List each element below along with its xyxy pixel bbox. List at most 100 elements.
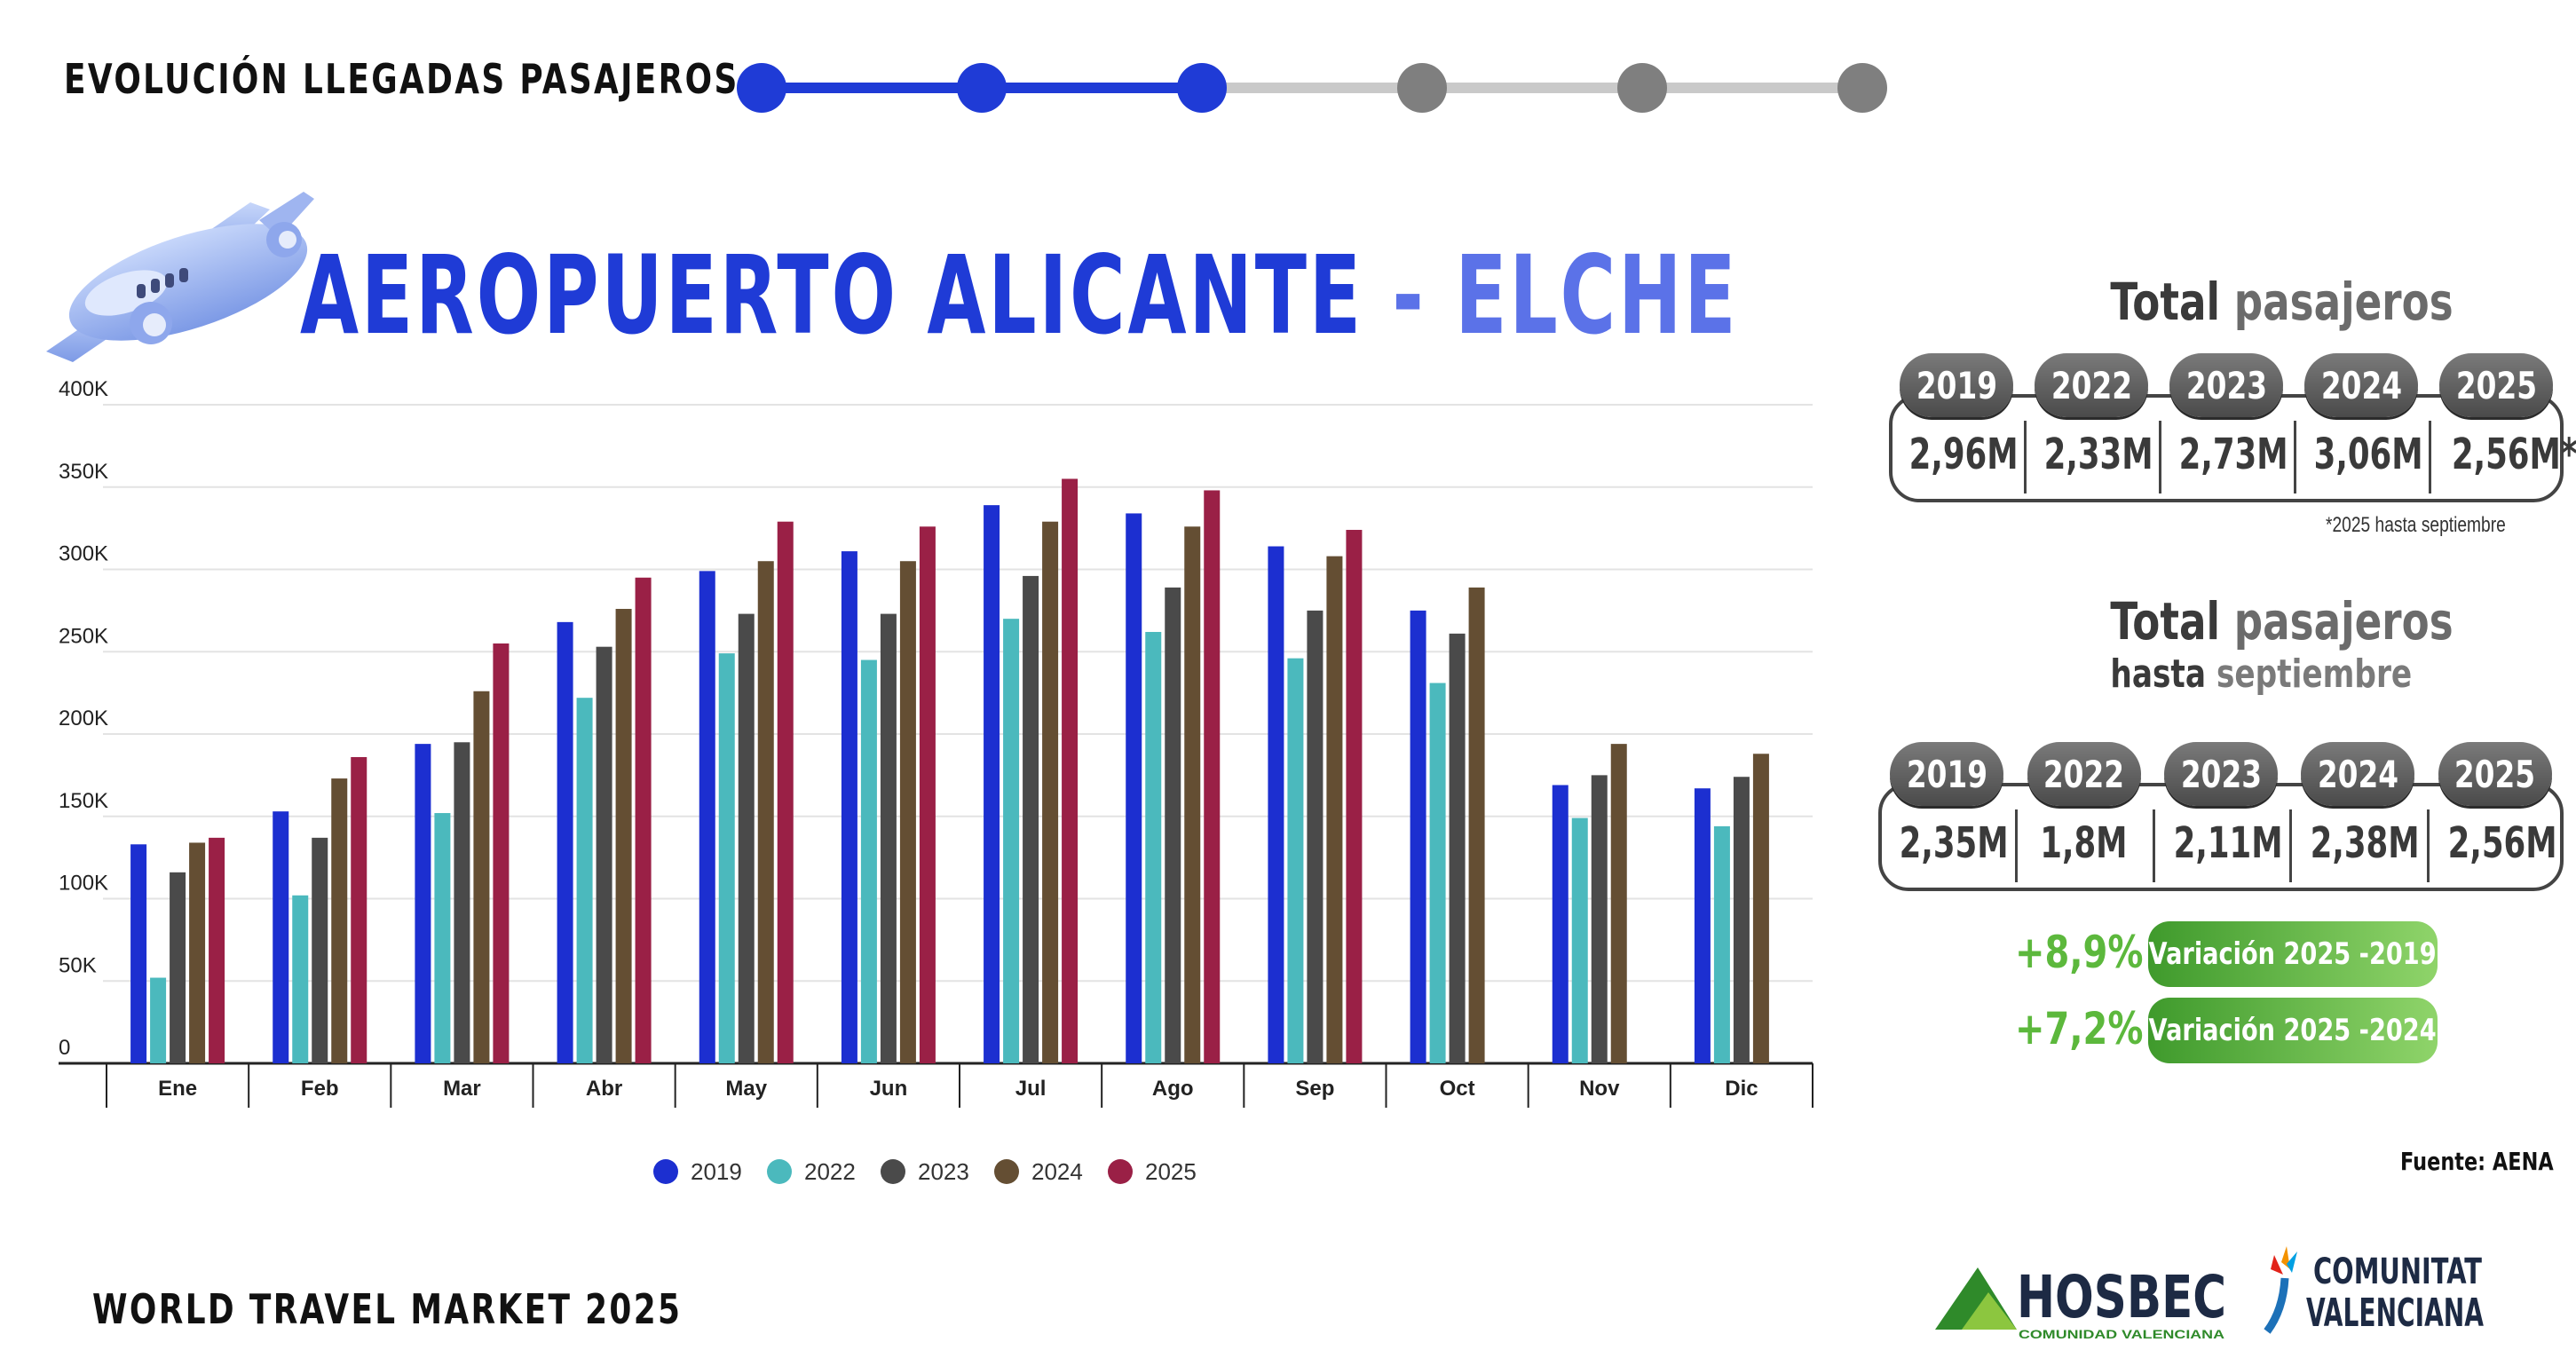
bar-2025-Jun	[919, 526, 936, 1063]
bar-2023-Sep	[1307, 610, 1324, 1063]
totals-value-2024: 3,06M	[2313, 430, 2423, 479]
totals-sept-separator	[2015, 809, 2019, 882]
totals-sept-separator	[2426, 809, 2430, 882]
source-label: Fuente: AENA	[2400, 1147, 2554, 1176]
x-tick-label: Sep	[1295, 1077, 1334, 1101]
bar-2022-Oct	[1429, 683, 1446, 1063]
title-part-1: AEROPUERTO ALICANTE	[300, 233, 1363, 359]
comunitat-valenciana-logo: COMUNITAT VALENCIANA	[2264, 1246, 2484, 1336]
totals-year-pill-2025: 2025	[2439, 353, 2553, 417]
bar-2023-Mar	[454, 742, 470, 1063]
y-tick-label: 200K	[59, 707, 108, 730]
y-tick-label: 150K	[59, 789, 108, 813]
totals-sept-year-pill-2025: 2025	[2438, 742, 2552, 806]
bar-2019-Oct	[1410, 610, 1426, 1063]
totals-year-pill-2024: 2024	[2304, 353, 2418, 417]
totals-sept-separator	[2152, 809, 2155, 882]
bar-2024-Ene	[189, 842, 206, 1063]
bar-2022-Ene	[150, 977, 167, 1063]
bar-2019-Feb	[273, 811, 289, 1063]
legend-label-2022: 2022	[804, 1158, 856, 1185]
totals-note: *2025 hasta septiembre	[2326, 513, 2506, 537]
x-tick-label: Jul	[1015, 1077, 1047, 1101]
progress-step-dot	[957, 63, 1007, 113]
svg-text:COMUNIDAD VALENCIANA: COMUNIDAD VALENCIANA	[2019, 1327, 2224, 1341]
bar-2025-Mar	[493, 643, 510, 1063]
bar-2024-Oct	[1468, 587, 1485, 1063]
totals-separator	[2159, 421, 2161, 493]
totals-sept-value-2025: 2,56M	[2447, 818, 2557, 868]
totals-value-2022: 2,33M	[2043, 430, 2153, 479]
totals-sept-value-2023: 2,11M	[2173, 818, 2283, 868]
x-tick-label: Feb	[301, 1077, 339, 1101]
bar-2024-Feb	[331, 778, 348, 1063]
totals-value-2025: 2,56M*	[2451, 430, 2576, 479]
bar-2024-Sep	[1326, 556, 1343, 1063]
bar-2025-Sep	[1346, 529, 1363, 1063]
totals-year-pill-2023: 2023	[2169, 353, 2283, 417]
totals-sept-value-2024: 2,38M	[2310, 818, 2420, 868]
bar-2019-May	[699, 571, 715, 1063]
bar-2019-Abr	[557, 621, 573, 1063]
totals-sept-year-pill-2019: 2019	[1890, 742, 2004, 806]
legend-label-2025: 2025	[1145, 1158, 1197, 1185]
variation-badge-2024: Variación 2025 -2024	[2148, 998, 2438, 1063]
bar-2025-May	[777, 521, 794, 1063]
bar-2019-Dic	[1694, 788, 1711, 1063]
variation-badge-2019: Variación 2025 -2019	[2148, 921, 2438, 987]
x-tick-label: Ago	[1152, 1077, 1194, 1101]
totals-sept-value-2022: 1,8M	[2040, 818, 2128, 868]
bar-2023-Ago	[1165, 587, 1181, 1063]
totals-sept-year-pill-2022: 2022	[2027, 742, 2141, 806]
bar-2022-Dic	[1713, 825, 1730, 1063]
bar-2022-Nov	[1571, 817, 1588, 1063]
progress-step-dot	[1177, 63, 1227, 113]
bar-2025-Abr	[635, 577, 652, 1063]
progress-step-dot	[1617, 63, 1667, 113]
bar-2022-Feb	[292, 895, 309, 1063]
totals-sept-value-2019: 2,35M	[1899, 818, 2009, 868]
totals-value-2019: 2,96M	[1908, 430, 2019, 479]
bar-chart: 0 50K 100K 150K 200K 250K 300K 350K 400K Ene Feb Ma…	[59, 377, 1813, 1185]
totals-sept-subtitle: hasta septiembre	[2110, 651, 2413, 697]
totals-box	[1889, 394, 2564, 502]
title-part-2: - ELCHE	[1392, 233, 1739, 359]
progress-step-dot	[737, 63, 786, 113]
bar-2023-Jul	[1023, 575, 1039, 1063]
footer-title: WORLD TRAVEL MARKET 2025	[92, 1285, 683, 1333]
bar-2024-Ago	[1184, 526, 1201, 1063]
bar-2019-Sep	[1268, 546, 1284, 1063]
legend-label-2023: 2023	[918, 1158, 969, 1185]
totals-separator	[2429, 421, 2431, 493]
page-title: AEROPUERTO ALICANTE - ELCHE	[300, 233, 1738, 359]
totals-sept-separator	[2289, 809, 2293, 882]
variation-pct-2019: +8,9%	[2015, 927, 2144, 978]
bar-2023-May	[738, 613, 755, 1063]
svg-text:VALENCIANA: VALENCIANA	[2306, 1291, 2484, 1336]
variation-pct-2024: +7,2%	[2015, 1003, 2144, 1054]
progress-step-dot	[1837, 63, 1887, 113]
totals-year-pill-2022: 2022	[2035, 353, 2148, 417]
bar-2024-Jul	[1042, 521, 1059, 1063]
totals-sept-year-pill-2023: 2023	[2164, 742, 2278, 806]
x-tick-label: Ene	[158, 1077, 197, 1101]
bar-2022-Jul	[1003, 619, 1020, 1063]
x-tick-label: Oct	[1440, 1077, 1475, 1101]
bar-2024-Jun	[899, 561, 916, 1063]
x-tick-label: May	[725, 1077, 767, 1101]
bar-2019-Jun	[841, 551, 857, 1063]
bar-2019-Nov	[1552, 785, 1569, 1063]
bar-2023-Nov	[1591, 775, 1608, 1063]
bar-2022-Mar	[434, 813, 451, 1063]
svg-text:HOSBEC: HOSBEC	[2017, 1263, 2226, 1331]
totals-value-2023: 2,73M	[2178, 430, 2288, 479]
svg-text:COMUNITAT: COMUNITAT	[2313, 1251, 2483, 1292]
bar-2025-Ago	[1204, 490, 1221, 1063]
bar-2024-Dic	[1752, 754, 1769, 1063]
legend-label-2024: 2024	[1031, 1158, 1083, 1185]
progress-stepper	[737, 63, 1887, 113]
bar-2024-Abr	[615, 609, 632, 1063]
legend-swatch-2019	[653, 1159, 678, 1184]
totals-sept-title: Total pasajeros	[2110, 591, 2454, 651]
progress-step-dot	[1397, 63, 1447, 113]
